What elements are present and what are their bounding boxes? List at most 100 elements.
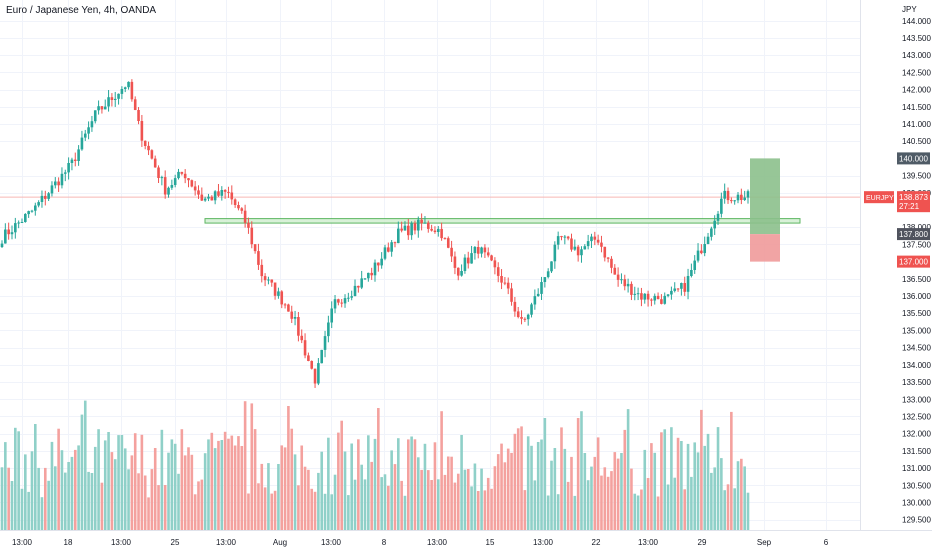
volume-bar (716, 427, 720, 530)
candle-body (4, 229, 7, 244)
volume-bar (277, 464, 280, 530)
candle-body (183, 173, 187, 179)
volume-bar (400, 480, 403, 530)
volume-bar (613, 452, 617, 530)
volume-bar (383, 474, 387, 530)
volume-bar (736, 461, 740, 530)
candle-body (580, 249, 583, 256)
x-tick-label: 13:00 (533, 538, 554, 547)
volume-bar (526, 436, 530, 530)
candle-body (570, 238, 573, 250)
volume-bar (53, 466, 57, 530)
y-tick-label: 129.500 (902, 516, 931, 525)
volume-bar (160, 429, 164, 530)
candle-body (227, 191, 230, 193)
volume-bar (730, 411, 733, 530)
candle-body (207, 196, 210, 199)
candle-body (716, 213, 720, 221)
candle-body (636, 293, 640, 295)
y-tick-label: 133.000 (902, 395, 931, 404)
candle-body (390, 242, 393, 252)
volume-bar (130, 455, 134, 530)
y-tick-label: 141.000 (902, 120, 931, 129)
volume-bar (513, 433, 517, 530)
volume-bar (163, 485, 167, 530)
candle-body (27, 211, 30, 215)
volume-bar (387, 485, 390, 530)
x-tick-label: Aug (273, 538, 287, 547)
symbol-tag-text: EURJPY (866, 195, 894, 202)
candle-body (743, 197, 746, 200)
candle-body (263, 276, 267, 281)
candle-body (693, 260, 697, 270)
volume-bar (706, 433, 710, 530)
volume-bar (14, 427, 17, 530)
candle-body (67, 163, 70, 173)
volume-bar (646, 478, 650, 530)
candle-body (490, 255, 493, 261)
volume-bar (620, 453, 623, 530)
candle-body (407, 225, 410, 236)
volume-bar (560, 427, 563, 530)
volume-bar (107, 432, 110, 530)
candle-body (446, 238, 450, 248)
volume-bar (393, 464, 397, 530)
candle-body (173, 178, 177, 185)
y-tick-label: 131.000 (902, 464, 931, 473)
volume-bar (610, 471, 613, 530)
volume-bar (340, 420, 343, 530)
volume-bar (24, 454, 27, 530)
candle-body (340, 302, 343, 304)
candle-body (403, 225, 407, 231)
y-tick-label: 142.000 (902, 86, 931, 95)
volume-bar (430, 480, 433, 530)
candle-body (123, 87, 127, 89)
volume-bar (653, 452, 657, 530)
volume-bar (283, 447, 287, 530)
volume-bar (523, 490, 527, 530)
volume-bar (723, 490, 726, 530)
candle-body (333, 299, 337, 309)
candle-body (287, 304, 290, 312)
volume-bar (253, 429, 257, 530)
volume-bar (563, 448, 567, 530)
candle-body (367, 272, 370, 279)
x-tick-label: 6 (824, 538, 829, 547)
candle-body (646, 293, 650, 300)
candle-body (47, 193, 50, 199)
candle-body (676, 288, 680, 290)
candle-body (436, 228, 440, 232)
candle-body (237, 205, 240, 209)
candle-body (253, 244, 257, 252)
candle-body (230, 192, 234, 200)
volume-bar (293, 454, 297, 530)
entry-price-tag-bg (897, 228, 930, 241)
candle-body (217, 191, 220, 196)
candle-body (120, 89, 124, 94)
volume-bar (67, 462, 70, 530)
candle-body (177, 171, 180, 179)
candle-body (150, 150, 154, 159)
candle-body (277, 291, 280, 296)
volume-bar (450, 456, 453, 530)
candle-body (476, 247, 480, 254)
candle-body (193, 186, 197, 191)
candle-body (546, 271, 550, 278)
candle-body (440, 228, 443, 239)
candle-body (113, 98, 117, 100)
candle-body (133, 99, 137, 110)
volume-bar (696, 452, 700, 530)
candle-body (210, 196, 214, 201)
candle-body (460, 271, 463, 276)
candle-body (690, 270, 693, 276)
candle-body (503, 282, 507, 284)
candle-body (307, 355, 310, 361)
current-price-text: 138.873 (899, 193, 928, 202)
volume-bar (686, 443, 690, 530)
volume-bar (243, 401, 247, 530)
volume-bar (713, 467, 716, 530)
candle-body (496, 267, 500, 276)
candle-body (623, 279, 627, 287)
candle-body (466, 257, 470, 264)
